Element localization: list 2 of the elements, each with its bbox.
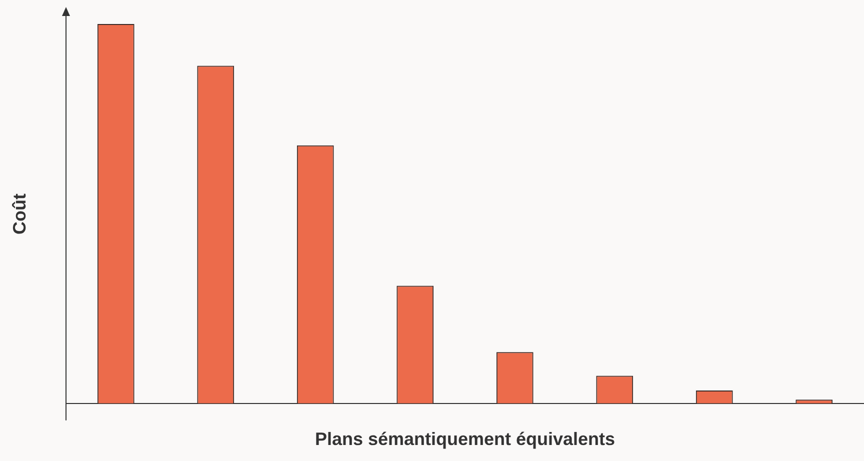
x-axis-title: Plans sémantiquement équivalents bbox=[314, 429, 616, 450]
y-axis-title: Coût bbox=[10, 193, 30, 234]
